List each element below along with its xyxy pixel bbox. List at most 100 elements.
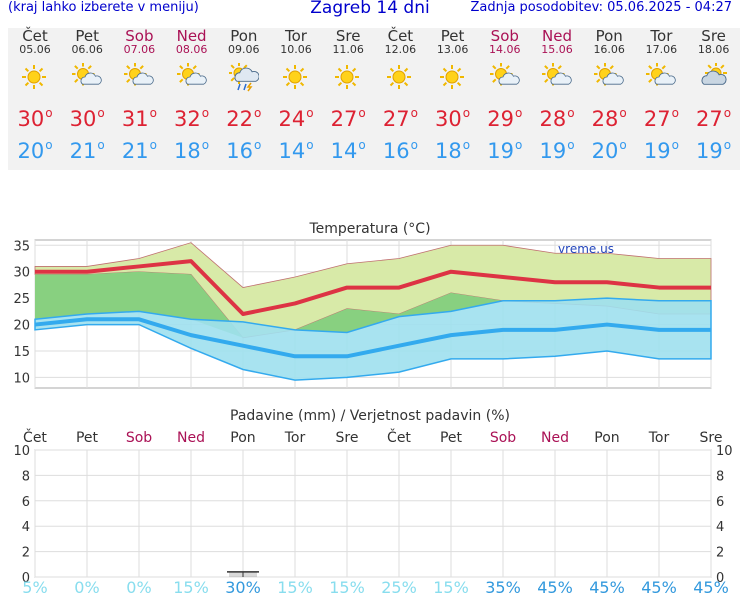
min-temp-line (34, 317, 711, 359)
sun-cloud-icon (113, 56, 165, 100)
location-hint: (kraj lahko izberete v meniju) (8, 0, 199, 15)
precip-probability: 5% (22, 578, 47, 595)
forecast-day: Pon 16.06 28o 20o (583, 28, 635, 164)
last-updated: Zadnja posodobitev: 05.06.2025 - 04:27 (470, 0, 732, 15)
x-tick-label: Sre (700, 430, 723, 446)
max-temp: 30o (69, 106, 105, 131)
min-temp: 20o (591, 138, 627, 163)
y-tick-label: 35 (13, 239, 30, 254)
sun-storm-icon (218, 56, 270, 100)
y-tick-label-right: 2 (716, 546, 724, 561)
day-name: Čet (387, 27, 414, 45)
y-tick-label: 25 (13, 292, 30, 307)
day-name: Tor (650, 27, 673, 45)
x-tick-label: Sob (490, 430, 516, 446)
y-tick-label: 10 (13, 371, 30, 386)
page-title: Zagreb 14 dni (310, 0, 430, 18)
sun-icon (374, 56, 426, 100)
sun-cloud-icon (583, 56, 635, 100)
plot-area (34, 449, 712, 578)
day-date: 09.06 (228, 43, 260, 56)
forecast-day: Čet 05.06 30o 20o (9, 28, 61, 164)
x-tick-label: Tor (284, 430, 306, 446)
precip-probability: 15% (173, 578, 209, 595)
day-name: Pon (595, 27, 623, 45)
precip-probability: 35% (485, 578, 521, 595)
max-temp-line (35, 259, 711, 316)
chart-title: Padavine (mm) / Verjetnost padavin (%) (230, 408, 510, 424)
day-name: Ned (542, 27, 572, 45)
day-date: 16.06 (593, 43, 625, 56)
day-date: 17.06 (645, 43, 678, 56)
header-bar: (kraj lahko izberete v meniju) Zagreb 14… (0, 0, 740, 22)
forecast-day: Ned 15.06 28o 19o (531, 28, 583, 164)
precip-probability: 15% (433, 578, 469, 595)
precip-probability: 45% (589, 578, 625, 595)
min-temp: 18o (174, 138, 210, 163)
y-tick-label: 6 (22, 495, 30, 510)
x-tick-label: Tor (648, 430, 670, 446)
x-tick-label: Čet (387, 428, 411, 446)
forecast-day: Pet 13.06 30o 18o (427, 28, 479, 164)
day-date: 10.06 (280, 43, 312, 56)
forecast-day: Sre 18.06 27o 19o (688, 28, 740, 164)
day-date: 06.06 (71, 43, 103, 56)
y-tick-label: 8 (22, 469, 30, 484)
forecast-day: Tor 10.06 24o 14o (270, 28, 322, 164)
precip-probability: 45% (693, 578, 729, 595)
max-temp: 24o (278, 106, 314, 131)
max-temp: 30o (435, 106, 471, 131)
x-tick-label: Ned (177, 430, 205, 446)
precipitation-chart: Padavine (mm) / Verjetnost padavin (%) Če… (13, 408, 733, 595)
forecast-day: Tor 17.06 27o 19o (635, 28, 687, 164)
max-temp: 22o (226, 106, 262, 131)
forecast-day: Sob 07.06 31o 21o (113, 28, 165, 164)
day-name: Sre (701, 27, 726, 45)
min-temp: 16o (226, 138, 262, 163)
precip-probability: 45% (641, 578, 677, 595)
y-tick-label: 10 (13, 444, 30, 459)
max-temp: 27o (330, 106, 366, 131)
y-tick-label: 20 (13, 319, 30, 334)
y-tick-label-right: 10 (716, 444, 733, 459)
precip-probability: 15% (329, 578, 365, 595)
day-date: 18.06 (697, 43, 730, 56)
day-name: Pon (230, 27, 258, 45)
min-temp: 20o (17, 138, 53, 163)
sun-icon (270, 56, 322, 100)
max-temp: 31o (121, 106, 157, 131)
min-temp: 16o (382, 138, 418, 163)
x-tick-label: Sob (126, 430, 152, 446)
precip-probability: 45% (537, 578, 573, 595)
x-tick-label: Pon (230, 430, 255, 446)
watermark: vreme.us (558, 242, 614, 256)
daily-forecast-strip: Čet 05.06 30o 20o Pet 06.06 30o 21o Sob 07.06 31o 2… (8, 28, 740, 170)
day-name: Sre (335, 27, 361, 45)
precip-probability: 0% (126, 578, 151, 595)
max-temp: 27o (696, 106, 732, 131)
y-tick-label: 0 (22, 571, 30, 586)
sun-cloud-icon (479, 56, 531, 100)
day-date: 14.06 (489, 43, 521, 56)
day-date: 07.06 (123, 43, 156, 56)
y-tick-label-right: 8 (716, 469, 724, 484)
min-temp-range-band (34, 297, 712, 381)
y-tick-label: 2 (22, 546, 30, 561)
day-name: Pet (75, 27, 99, 45)
forecast-day: Sre 11.06 27o 14o (322, 28, 374, 164)
day-name: Čet (22, 27, 48, 45)
day-date: 11.06 (332, 43, 364, 56)
min-temp: 14o (278, 138, 314, 163)
day-date: 12.06 (384, 43, 417, 56)
forecast-day: Ned 08.06 32o 18o (166, 28, 218, 164)
max-temp: 28o (539, 106, 575, 131)
day-name: Sob (125, 27, 154, 45)
x-tick-label: Pet (440, 430, 463, 446)
day-name: Ned (176, 27, 207, 45)
sun-cloud-icon (61, 56, 113, 100)
sun-icon (427, 56, 479, 100)
forecast-day: Pon 09.06 22o 16o (218, 28, 270, 164)
x-tick-label: Čet (23, 428, 47, 446)
x-tick-label: Sre (336, 430, 359, 446)
max-temp: 30o (17, 106, 53, 131)
